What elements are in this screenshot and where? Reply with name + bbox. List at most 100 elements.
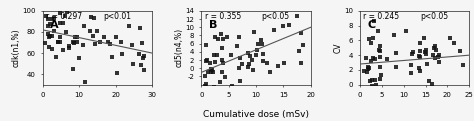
Point: [431, 57, 439, 59]
Point: [205, 71, 212, 73]
Point: [430, 47, 438, 49]
Point: [258, 43, 266, 45]
Point: [81, 25, 88, 27]
Text: Cumulative dose (mSv): Cumulative dose (mSv): [203, 110, 309, 119]
Point: [216, 81, 224, 83]
Point: [249, 69, 256, 71]
Point: [257, 39, 265, 41]
Point: [252, 54, 259, 56]
Point: [100, 36, 108, 38]
Point: [108, 56, 116, 58]
Point: [369, 57, 376, 59]
Point: [417, 50, 424, 52]
Point: [366, 80, 374, 82]
Point: [219, 47, 226, 49]
Point: [363, 57, 370, 59]
Point: [52, 4, 60, 6]
Point: [117, 41, 125, 43]
Text: p<0.05: p<0.05: [262, 12, 290, 21]
Point: [377, 50, 384, 52]
Text: r = 0.297: r = 0.297: [46, 12, 82, 21]
Point: [420, 37, 428, 39]
Point: [221, 76, 228, 78]
Point: [422, 49, 430, 51]
Point: [374, 30, 382, 32]
Point: [295, 50, 302, 52]
Point: [416, 56, 424, 58]
Point: [44, 33, 52, 35]
Point: [422, 53, 429, 55]
Point: [52, 56, 59, 58]
Point: [207, 68, 215, 70]
Point: [73, 41, 81, 43]
Point: [238, 63, 246, 65]
Point: [368, 79, 376, 81]
Point: [118, 53, 126, 55]
Point: [402, 30, 410, 32]
Point: [372, 58, 379, 60]
Point: [376, 66, 384, 68]
Point: [65, 45, 73, 47]
Point: [363, 71, 371, 73]
Y-axis label: cd5(n4,%): cd5(n4,%): [175, 28, 184, 67]
Point: [452, 88, 459, 90]
Point: [279, 25, 287, 27]
Point: [415, 55, 423, 57]
Point: [245, 53, 252, 54]
Point: [63, 11, 70, 13]
Point: [201, 75, 209, 77]
Point: [228, 54, 235, 56]
Point: [96, 41, 103, 43]
Point: [270, 29, 277, 30]
Point: [376, 45, 384, 47]
Point: [218, 72, 226, 73]
Point: [246, 55, 253, 57]
Point: [431, 45, 439, 47]
Point: [126, 25, 133, 27]
Point: [213, 54, 221, 56]
Point: [206, 62, 214, 64]
Point: [211, 61, 219, 63]
Point: [223, 36, 230, 38]
Point: [367, 60, 374, 62]
Point: [360, 70, 367, 72]
Point: [253, 49, 261, 51]
Point: [417, 70, 424, 72]
Point: [450, 42, 458, 44]
Point: [215, 38, 222, 40]
Point: [285, 24, 292, 26]
Point: [106, 43, 114, 45]
Point: [56, 36, 64, 38]
Point: [56, 22, 64, 24]
Point: [45, 18, 52, 20]
Point: [128, 44, 136, 46]
Point: [81, 81, 89, 83]
Point: [211, 36, 219, 38]
Point: [297, 32, 304, 34]
Point: [45, 25, 52, 26]
Point: [208, 69, 216, 71]
Point: [219, 59, 226, 61]
Point: [367, 42, 375, 44]
Point: [372, 84, 380, 86]
Point: [75, 57, 83, 58]
Point: [364, 68, 372, 70]
Point: [237, 57, 244, 59]
Point: [236, 80, 244, 82]
Point: [41, 42, 49, 44]
Point: [140, 69, 148, 71]
Point: [70, 41, 77, 43]
Point: [364, 66, 372, 68]
Point: [436, 54, 443, 56]
Point: [432, 49, 439, 51]
Point: [370, 20, 378, 22]
Point: [233, 45, 241, 47]
Point: [87, 16, 95, 18]
Point: [202, 44, 210, 46]
Point: [450, 88, 457, 90]
Point: [201, 85, 209, 87]
Y-axis label: cdk(n1,%): cdk(n1,%): [12, 28, 21, 67]
Point: [435, 56, 442, 58]
Point: [392, 66, 400, 68]
Point: [91, 43, 99, 45]
